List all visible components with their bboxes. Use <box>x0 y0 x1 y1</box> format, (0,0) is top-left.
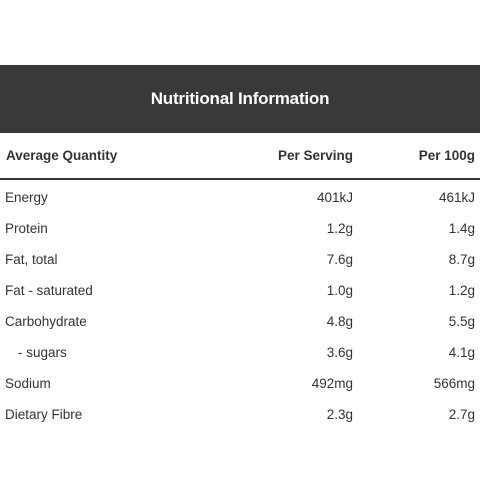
per-100g-value: 4.1g <box>448 345 475 360</box>
per-serving-value: 1.2g <box>326 221 353 236</box>
per-serving-value: 7.6g <box>326 252 353 267</box>
table-row: Dietary Fibre 2.3g 2.7g <box>0 399 480 430</box>
per-100g-value: 1.2g <box>448 283 475 298</box>
table-row: Fat, total 7.6g 8.7g <box>0 244 480 275</box>
row-label: Energy <box>5 190 48 205</box>
column-header-average-quantity: Average Quantity <box>0 133 230 180</box>
per-100g-value: 8.7g <box>448 252 475 267</box>
nutrition-table: Average Quantity Per Serving Per 100g En… <box>0 133 480 430</box>
row-label: Fat - saturated <box>5 283 93 298</box>
row-label: - sugars <box>18 345 67 360</box>
column-header-per-100g: Per 100g <box>355 133 480 180</box>
nutrition-panel: Nutritional Information Average Quantity… <box>0 65 480 430</box>
per-serving-value: 2.3g <box>326 407 353 422</box>
per-100g-value: 461kJ <box>438 190 475 205</box>
row-label: Fat, total <box>5 252 58 267</box>
table-row: Energy 401kJ 461kJ <box>0 179 480 213</box>
table-row: Carbohydrate 4.8g 5.5g <box>0 306 480 337</box>
table-row: - sugars 3.6g 4.1g <box>0 337 480 368</box>
table-row: Sodium 492mg 566mg <box>0 368 480 399</box>
table-row: Fat - saturated 1.0g 1.2g <box>0 275 480 306</box>
per-100g-value: 5.5g <box>448 314 475 329</box>
row-label: Dietary Fibre <box>5 407 83 422</box>
per-serving-value: 401kJ <box>316 190 353 205</box>
column-header-per-serving: Per Serving <box>230 133 355 180</box>
panel-title: Nutritional Information <box>150 89 330 108</box>
per-serving-value: 4.8g <box>326 314 353 329</box>
per-100g-value: 566mg <box>433 376 475 391</box>
table-header-row: Average Quantity Per Serving Per 100g <box>0 133 480 180</box>
header-bar: Nutritional Information <box>0 65 480 133</box>
row-label: Sodium <box>5 376 51 391</box>
per-100g-value: 2.7g <box>448 407 475 422</box>
per-serving-value: 3.6g <box>326 345 353 360</box>
per-serving-value: 492mg <box>311 376 353 391</box>
per-serving-value: 1.0g <box>326 283 353 298</box>
per-100g-value: 1.4g <box>448 221 475 236</box>
row-label: Protein <box>5 221 48 236</box>
row-label: Carbohydrate <box>5 314 87 329</box>
table-row: Protein 1.2g 1.4g <box>0 213 480 244</box>
